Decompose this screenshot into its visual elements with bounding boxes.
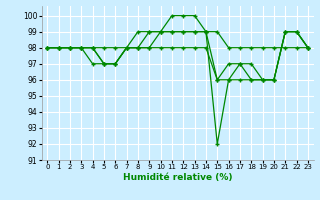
X-axis label: Humidité relative (%): Humidité relative (%): [123, 173, 232, 182]
